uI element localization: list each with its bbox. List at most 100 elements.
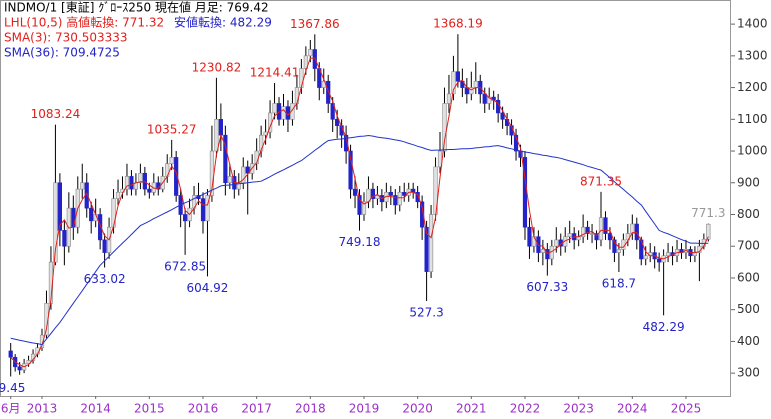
candle-body (223, 134, 228, 184)
candle-body (200, 198, 206, 222)
candle-body (388, 191, 393, 196)
candle-body (482, 93, 487, 104)
extreme-label: 1214.41 (250, 66, 300, 80)
candle-body (80, 182, 85, 190)
candle-body (330, 103, 335, 120)
candle-body (357, 195, 362, 215)
y-tick-label: 1000 (737, 144, 768, 158)
y-tick-label: 1100 (737, 112, 768, 126)
candle-body (603, 217, 608, 234)
candle-body (89, 207, 94, 222)
candle-body (147, 188, 152, 193)
candle-body (594, 233, 599, 241)
candle-body (303, 55, 308, 69)
candle-body (607, 233, 613, 241)
header-line: INDMO/1 [東証] ｸﾞﾛｰｽ250 現在値 月足: 769.42 (4, 0, 269, 15)
sma3-legend: SMA(3): 730.503333 (4, 31, 128, 45)
extreme-label: 1083.24 (31, 107, 81, 121)
y-tick-label: 500 (737, 302, 760, 316)
candle-body (370, 188, 376, 199)
candle-body (460, 80, 465, 88)
candle-body (205, 195, 210, 222)
candle-body (71, 207, 76, 228)
y-tick-label: 400 (737, 334, 760, 348)
candle-body (402, 191, 407, 196)
candle-body (124, 176, 130, 190)
candle-body (504, 119, 510, 126)
extreme-label: 482.29 (643, 320, 685, 334)
candle-body (129, 176, 134, 190)
candle-body (335, 119, 340, 126)
candle-body (415, 191, 420, 203)
candle-body (348, 150, 353, 190)
y-tick-label: 1400 (737, 17, 768, 31)
candle-body (442, 103, 447, 152)
candle-body (451, 71, 456, 95)
candle-body (39, 334, 45, 349)
candle-body (115, 191, 121, 199)
candle-body (299, 68, 304, 88)
candle-body (446, 93, 452, 104)
candle-body (393, 195, 398, 206)
y-tick-label: 700 (737, 239, 760, 253)
extreme-label: 9.45 (0, 381, 25, 395)
sma-line (10, 57, 709, 368)
extreme-label: 771.3 (691, 206, 725, 220)
candle-body (102, 239, 107, 253)
candle-body (487, 96, 492, 104)
y-tick-label: 900 (737, 175, 760, 189)
candle-body (53, 182, 58, 263)
candle-body (455, 71, 461, 82)
lhl-high: LHL(10,5) 高値転換: 771.32 (4, 15, 164, 30)
x-tick-label: 6月 (1, 402, 21, 416)
candle-body (294, 87, 300, 104)
x-tick-label: 2014 (80, 402, 111, 416)
candle-body (169, 157, 174, 165)
candle-body (8, 350, 13, 358)
candle-body (272, 103, 277, 114)
x-tick-label: 2021 (456, 402, 487, 416)
x-tick-label: 2023 (563, 402, 594, 416)
candle-body (281, 106, 286, 120)
candle-body (62, 230, 67, 247)
x-tick-label: 2018 (295, 402, 326, 416)
candle-body (397, 191, 402, 206)
x-tick-label: 2017 (241, 402, 272, 416)
x-tick-label: 2016 (188, 402, 219, 416)
candle-body (554, 239, 559, 247)
x-tick-label: 2020 (402, 402, 433, 416)
candle-body (57, 182, 62, 231)
extreme-label: 1230.82 (192, 60, 242, 74)
extreme-label: 607.33 (526, 280, 568, 294)
candle-body (428, 214, 434, 272)
candle-body (361, 201, 367, 215)
extreme-label: 672.85 (164, 259, 206, 273)
candle-body (500, 112, 505, 120)
candle-body (142, 172, 147, 190)
extreme-label: 1367.86 (290, 17, 340, 31)
candle-body (612, 239, 617, 253)
candle-body (643, 255, 648, 260)
y-tick-label: 1300 (737, 48, 768, 62)
candle-body (174, 157, 179, 196)
extreme-label: 527.3 (409, 306, 443, 320)
extreme-label: 618.7 (602, 277, 636, 291)
extreme-label: 1035.27 (147, 122, 197, 136)
y-tick-label: 600 (737, 270, 760, 284)
extreme-label: 604.92 (186, 281, 228, 295)
candle-body (598, 217, 604, 241)
sma36-legend: SMA(36): 709.4725 (4, 46, 120, 60)
candle-body (706, 223, 711, 240)
candle-body (308, 49, 313, 57)
candle-body (540, 249, 545, 253)
candle-body (259, 134, 264, 152)
candle-body (214, 119, 219, 152)
y-tick-label: 300 (737, 366, 760, 380)
candle-body (567, 233, 572, 238)
candle-body (352, 188, 358, 196)
candle-body (183, 214, 188, 222)
x-tick-label: 2022 (510, 402, 541, 416)
x-tick-label: 2019 (349, 402, 380, 416)
